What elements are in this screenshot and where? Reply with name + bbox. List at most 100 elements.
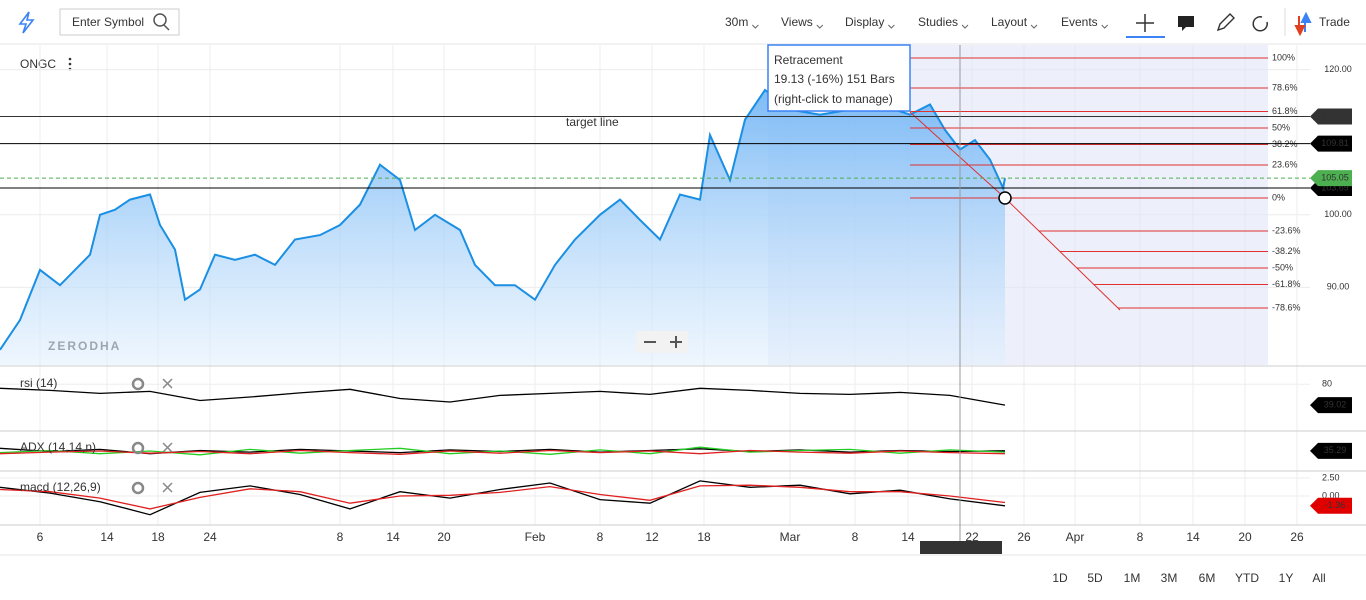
indicator-tick-label: 2.50 xyxy=(1322,472,1340,482)
price-tag xyxy=(1310,135,1352,152)
indicator-line xyxy=(0,449,1006,455)
retracement-handle[interactable] xyxy=(998,191,1012,205)
x-tick-label: 18 xyxy=(697,530,711,544)
last-price-tag-label: 105.05 xyxy=(1321,173,1349,183)
retracement-tooltip xyxy=(767,44,911,112)
indicator-name: macd (12,26,9) xyxy=(20,480,101,494)
fib-label: -23.6% xyxy=(1272,225,1301,235)
menu-item[interactable]: Layout xyxy=(991,15,1028,29)
menu-chevron xyxy=(816,24,824,29)
crosshair-tag xyxy=(920,541,1002,554)
menu-chevron xyxy=(1030,24,1038,29)
indicator-name: ADX (14,14,n) xyxy=(20,440,96,454)
indicator-tag xyxy=(1310,442,1352,459)
price-tag-label: 113.54 xyxy=(1322,111,1349,121)
price-tag-label: 103.69 xyxy=(1321,182,1349,192)
x-tick-label: 8 xyxy=(1137,530,1144,544)
x-tick-label: Mar xyxy=(780,530,801,544)
last-price-tag xyxy=(1310,170,1352,187)
crosshair-tool[interactable] xyxy=(1136,14,1154,32)
menu-chevron xyxy=(961,24,969,29)
x-tick-label: Apr xyxy=(1066,530,1085,544)
price-tag-label: 109.81 xyxy=(1321,138,1349,148)
search-icon xyxy=(163,24,170,31)
menu-item[interactable]: Events xyxy=(1061,15,1098,29)
indicator-line xyxy=(0,484,1006,510)
x-tick-label: 26 xyxy=(1017,530,1031,544)
timeframe-button[interactable]: 3M xyxy=(1161,571,1178,585)
tooltip-title: Retracement xyxy=(774,53,843,67)
price-tag xyxy=(1310,108,1352,125)
menu-item[interactable]: Studies xyxy=(918,15,958,29)
fib-label: 50% xyxy=(1272,122,1290,132)
indicator-tag-label: 39.02 xyxy=(1324,399,1347,409)
symbol-label: ONGC xyxy=(20,57,56,71)
zoom-in[interactable] xyxy=(670,336,682,348)
x-tick-label: 20 xyxy=(437,530,451,544)
indicator-line xyxy=(0,387,1006,406)
fib-label: -50% xyxy=(1272,262,1293,272)
menu-chevron xyxy=(751,24,759,29)
menu-item[interactable]: Views xyxy=(781,15,813,29)
price-area xyxy=(0,90,1005,365)
trade-down-icon xyxy=(1294,16,1306,37)
y-tick-label: 90.00 xyxy=(1327,282,1350,292)
fib-label: -78.6% xyxy=(1272,302,1301,312)
timeframe-button[interactable]: YTD xyxy=(1235,571,1259,585)
draw-tool[interactable] xyxy=(1216,13,1235,32)
fib-label: 100% xyxy=(1272,52,1295,62)
x-tick-label: Feb xyxy=(525,530,546,544)
indicator-tick-label: 80 xyxy=(1322,379,1332,389)
symbol-placeholder: Enter Symbol xyxy=(72,15,144,29)
timeframe-button[interactable]: 1Y xyxy=(1279,571,1294,585)
crosshair-label: 19/3 09:45 xyxy=(933,540,990,554)
x-tick-label: 18 xyxy=(151,530,165,544)
indicator-tick-label: 0.00 xyxy=(1322,490,1340,500)
x-tick-label: 12 xyxy=(645,530,659,544)
trade-up-icon xyxy=(1300,11,1312,32)
indicator-line xyxy=(0,480,1006,516)
tooltip-summary: 19.13 (-16%) 151 Bars xyxy=(774,72,895,86)
indicator-settings[interactable] xyxy=(131,377,145,391)
timeframe-button[interactable]: 1D xyxy=(1052,571,1068,585)
menu-item[interactable]: Display xyxy=(845,15,884,29)
x-tick-label: 14 xyxy=(100,530,114,544)
menu-chevron xyxy=(888,24,895,29)
fib-label: -38.2% xyxy=(1272,246,1301,256)
comment-tool[interactable] xyxy=(1178,16,1194,31)
indicator-tag xyxy=(1310,397,1352,414)
indicator-remove[interactable] xyxy=(162,442,173,453)
x-tick-label: 8 xyxy=(852,530,859,544)
symbol-menu[interactable] xyxy=(68,57,72,61)
x-tick-label: 6 xyxy=(37,530,44,544)
fib-label: -61.8% xyxy=(1272,279,1301,289)
fib-label: 61.8% xyxy=(1272,106,1298,116)
x-tick-label: 14 xyxy=(901,530,915,544)
logo-icon[interactable] xyxy=(18,11,35,34)
search-icon[interactable] xyxy=(153,13,167,27)
timeframe-button[interactable]: All xyxy=(1312,571,1325,585)
indicator-name: rsi (14) xyxy=(20,376,57,390)
timeframe-button[interactable]: 6M xyxy=(1199,571,1216,585)
x-tick-label: 22 xyxy=(965,530,979,544)
tooltip-hint: (right-click to manage) xyxy=(774,92,893,106)
x-tick-label: 8 xyxy=(597,530,604,544)
timeframe-button[interactable]: 5D xyxy=(1087,571,1103,585)
menu-item[interactable]: 30m xyxy=(725,15,748,29)
x-tick-label: 20 xyxy=(1238,530,1252,544)
indicator-remove[interactable] xyxy=(162,482,173,493)
indicator-remove[interactable] xyxy=(162,378,173,389)
indicator-settings[interactable] xyxy=(131,441,145,455)
y-tick-label: 120.00 xyxy=(1324,64,1352,74)
x-tick-label: 8 xyxy=(337,530,344,544)
undo-tool[interactable] xyxy=(1252,16,1268,32)
indicator-tag-label: 35.29 xyxy=(1324,445,1347,455)
trade-button[interactable]: Trade xyxy=(1319,15,1350,29)
indicator-settings[interactable] xyxy=(131,481,145,495)
x-tick-label: 24 xyxy=(203,530,217,544)
timeframe-button[interactable]: 1M xyxy=(1124,571,1141,585)
indicator-tag xyxy=(1310,497,1352,514)
x-tick-label: 14 xyxy=(1186,530,1200,544)
